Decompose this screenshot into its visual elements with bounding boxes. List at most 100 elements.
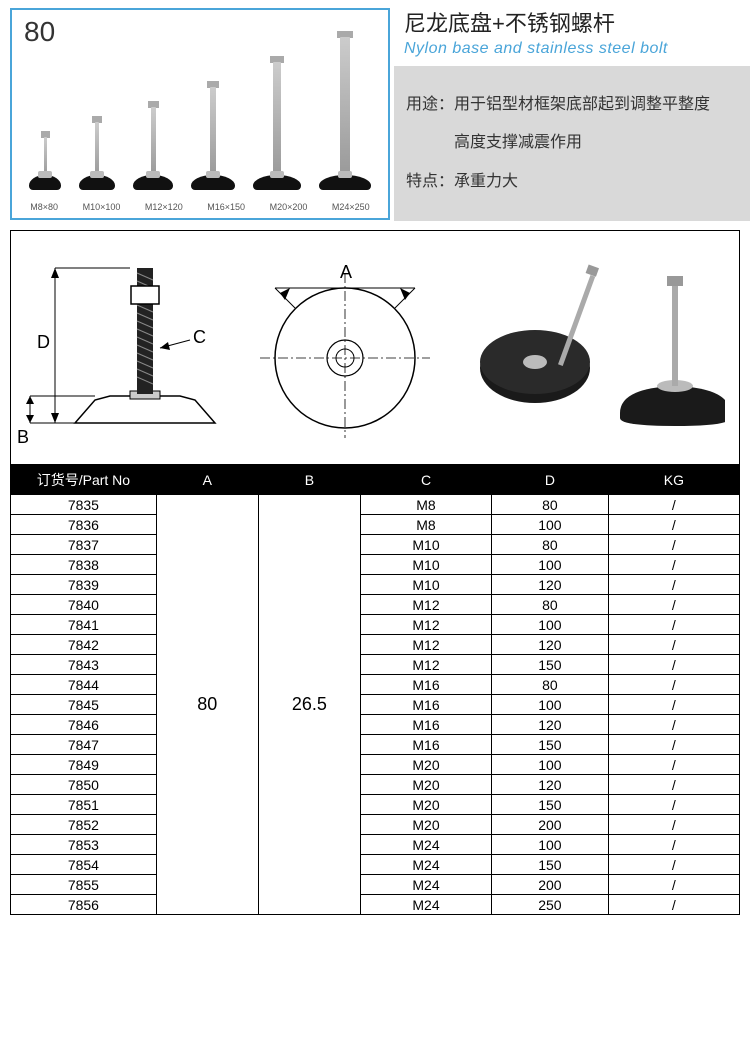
cell-KG: / bbox=[608, 655, 739, 675]
cell-C: M8 bbox=[360, 515, 491, 535]
table-row: 7853M24100/ bbox=[11, 835, 740, 855]
title-english: Nylon base and stainless steel bolt bbox=[404, 40, 750, 58]
cell-KG: / bbox=[608, 775, 739, 795]
cell-C: M16 bbox=[360, 675, 491, 695]
cell-D: 80 bbox=[492, 495, 609, 515]
table-row: 7841 M12100/ bbox=[11, 615, 740, 635]
cell-D: 120 bbox=[492, 775, 609, 795]
feet-lineup bbox=[12, 31, 388, 190]
cell-C: M20 bbox=[360, 775, 491, 795]
usage-box: 用途：用于铝型材框架底部起到调整平整度 高度支撑减震作用 特点：承重力大 bbox=[394, 66, 750, 221]
cell-KG: / bbox=[608, 755, 739, 775]
cell-partno: 7840 bbox=[11, 595, 157, 615]
table-header-cell: A bbox=[156, 466, 258, 495]
foot-base-icon bbox=[29, 175, 61, 190]
table-header-cell: 订货号/Part No bbox=[11, 466, 157, 495]
bolt-icon bbox=[340, 37, 350, 177]
cell-A-merged: 80 bbox=[156, 495, 258, 915]
foot-item bbox=[79, 116, 115, 190]
cell-partno: 7854 bbox=[11, 855, 157, 875]
cell-KG: / bbox=[608, 635, 739, 655]
cell-KG: / bbox=[608, 555, 739, 575]
usage-line1: 用途：用于铝型材框架底部起到调整平整度 bbox=[406, 86, 738, 124]
cell-D: 120 bbox=[492, 635, 609, 655]
table-row: 7844M1680/ bbox=[11, 675, 740, 695]
table-row: 7843M12150/ bbox=[11, 655, 740, 675]
table-row: 7845M16100/ bbox=[11, 695, 740, 715]
bolt-icon bbox=[95, 122, 99, 177]
cell-D: 250 bbox=[492, 895, 609, 915]
table-header-cell: KG bbox=[608, 466, 739, 495]
table-row: 7840M1280/ bbox=[11, 595, 740, 615]
header-row: 80 M8×80M10×100M12×120M16×150M20×200M24×… bbox=[0, 0, 750, 220]
foot-item bbox=[29, 131, 61, 190]
table-row: 7839M10120/ bbox=[11, 575, 740, 595]
cell-KG: / bbox=[608, 695, 739, 715]
table-row: 7849M20100/ bbox=[11, 755, 740, 775]
table-row: 7851M20150/ bbox=[11, 795, 740, 815]
cell-partno: 7841 bbox=[11, 615, 157, 635]
foot-size-label: M8×80 bbox=[30, 202, 58, 212]
foot-size-label: M16×150 bbox=[207, 202, 245, 212]
foot-size-label: M10×100 bbox=[83, 202, 121, 212]
cell-D: 150 bbox=[492, 855, 609, 875]
cell-D: 200 bbox=[492, 875, 609, 895]
foot-item bbox=[253, 56, 301, 190]
cell-C: M12 bbox=[360, 655, 491, 675]
title-box: 尼龙底盘+不锈钢螺杆 Nylon base and stainless stee… bbox=[394, 0, 750, 62]
table-row: 7836M8100/ bbox=[11, 515, 740, 535]
cell-D: 100 bbox=[492, 615, 609, 635]
cell-KG: / bbox=[608, 615, 739, 635]
cell-KG: / bbox=[608, 855, 739, 875]
usage-line2: 高度支撑减震作用 bbox=[406, 124, 738, 162]
product-photo-box: 80 M8×80M10×100M12×120M16×150M20×200M24×… bbox=[10, 8, 390, 220]
cell-C: M10 bbox=[360, 535, 491, 555]
cell-KG: / bbox=[608, 795, 739, 815]
cell-C: M20 bbox=[360, 815, 491, 835]
table-row: 7847M16150/ bbox=[11, 735, 740, 755]
cell-KG: / bbox=[608, 835, 739, 855]
bolt-icon bbox=[210, 87, 216, 177]
cell-C: M12 bbox=[360, 595, 491, 615]
table-row: 7842M12120/ bbox=[11, 635, 740, 655]
cell-D: 150 bbox=[492, 795, 609, 815]
cell-D: 100 bbox=[492, 835, 609, 855]
info-column: 尼龙底盘+不锈钢螺杆 Nylon base and stainless stee… bbox=[394, 0, 750, 220]
table-row: 78358026.5M880/ bbox=[11, 495, 740, 515]
table-row: 7854M24150/ bbox=[11, 855, 740, 875]
foot-item bbox=[191, 81, 235, 190]
cell-KG: / bbox=[608, 575, 739, 595]
table-header-cell: D bbox=[492, 466, 609, 495]
foot-base-icon bbox=[253, 175, 301, 190]
cell-KG: / bbox=[608, 535, 739, 555]
foot-item bbox=[133, 101, 173, 190]
cell-B-merged: 26.5 bbox=[258, 495, 360, 915]
cell-KG: / bbox=[608, 735, 739, 755]
cell-D: 120 bbox=[492, 715, 609, 735]
cell-partno: 7850 bbox=[11, 775, 157, 795]
cell-partno: 7853 bbox=[11, 835, 157, 855]
cell-C: M12 bbox=[360, 615, 491, 635]
diagram-top-view: A bbox=[245, 258, 445, 438]
cell-KG: / bbox=[608, 875, 739, 895]
diagram-photo bbox=[445, 258, 735, 438]
table-row: 7852M20200/ bbox=[11, 815, 740, 835]
cell-D: 100 bbox=[492, 515, 609, 535]
spec-table: 订货号/Part NoABCDKG 78358026.5M880/7836M81… bbox=[10, 465, 740, 915]
table-header-row: 订货号/Part NoABCDKG bbox=[11, 466, 740, 495]
cell-partno: 7851 bbox=[11, 795, 157, 815]
cell-C: M10 bbox=[360, 555, 491, 575]
diagram-section: D B C A bbox=[10, 230, 740, 465]
table-row: 7837M1080/ bbox=[11, 535, 740, 555]
diagram-side-view: D B C bbox=[15, 248, 245, 448]
cell-C: M24 bbox=[360, 875, 491, 895]
cell-partno: 7843 bbox=[11, 655, 157, 675]
cell-KG: / bbox=[608, 815, 739, 835]
table-row: 7850 M20120/ bbox=[11, 775, 740, 795]
foot-base-icon bbox=[133, 175, 173, 190]
cell-KG: / bbox=[608, 715, 739, 735]
bolt-icon bbox=[151, 107, 156, 177]
svg-text:A: A bbox=[340, 262, 352, 282]
feet-size-labels: M8×80M10×100M12×120M16×150M20×200M24×250 bbox=[12, 202, 388, 212]
table-header-cell: B bbox=[258, 466, 360, 495]
